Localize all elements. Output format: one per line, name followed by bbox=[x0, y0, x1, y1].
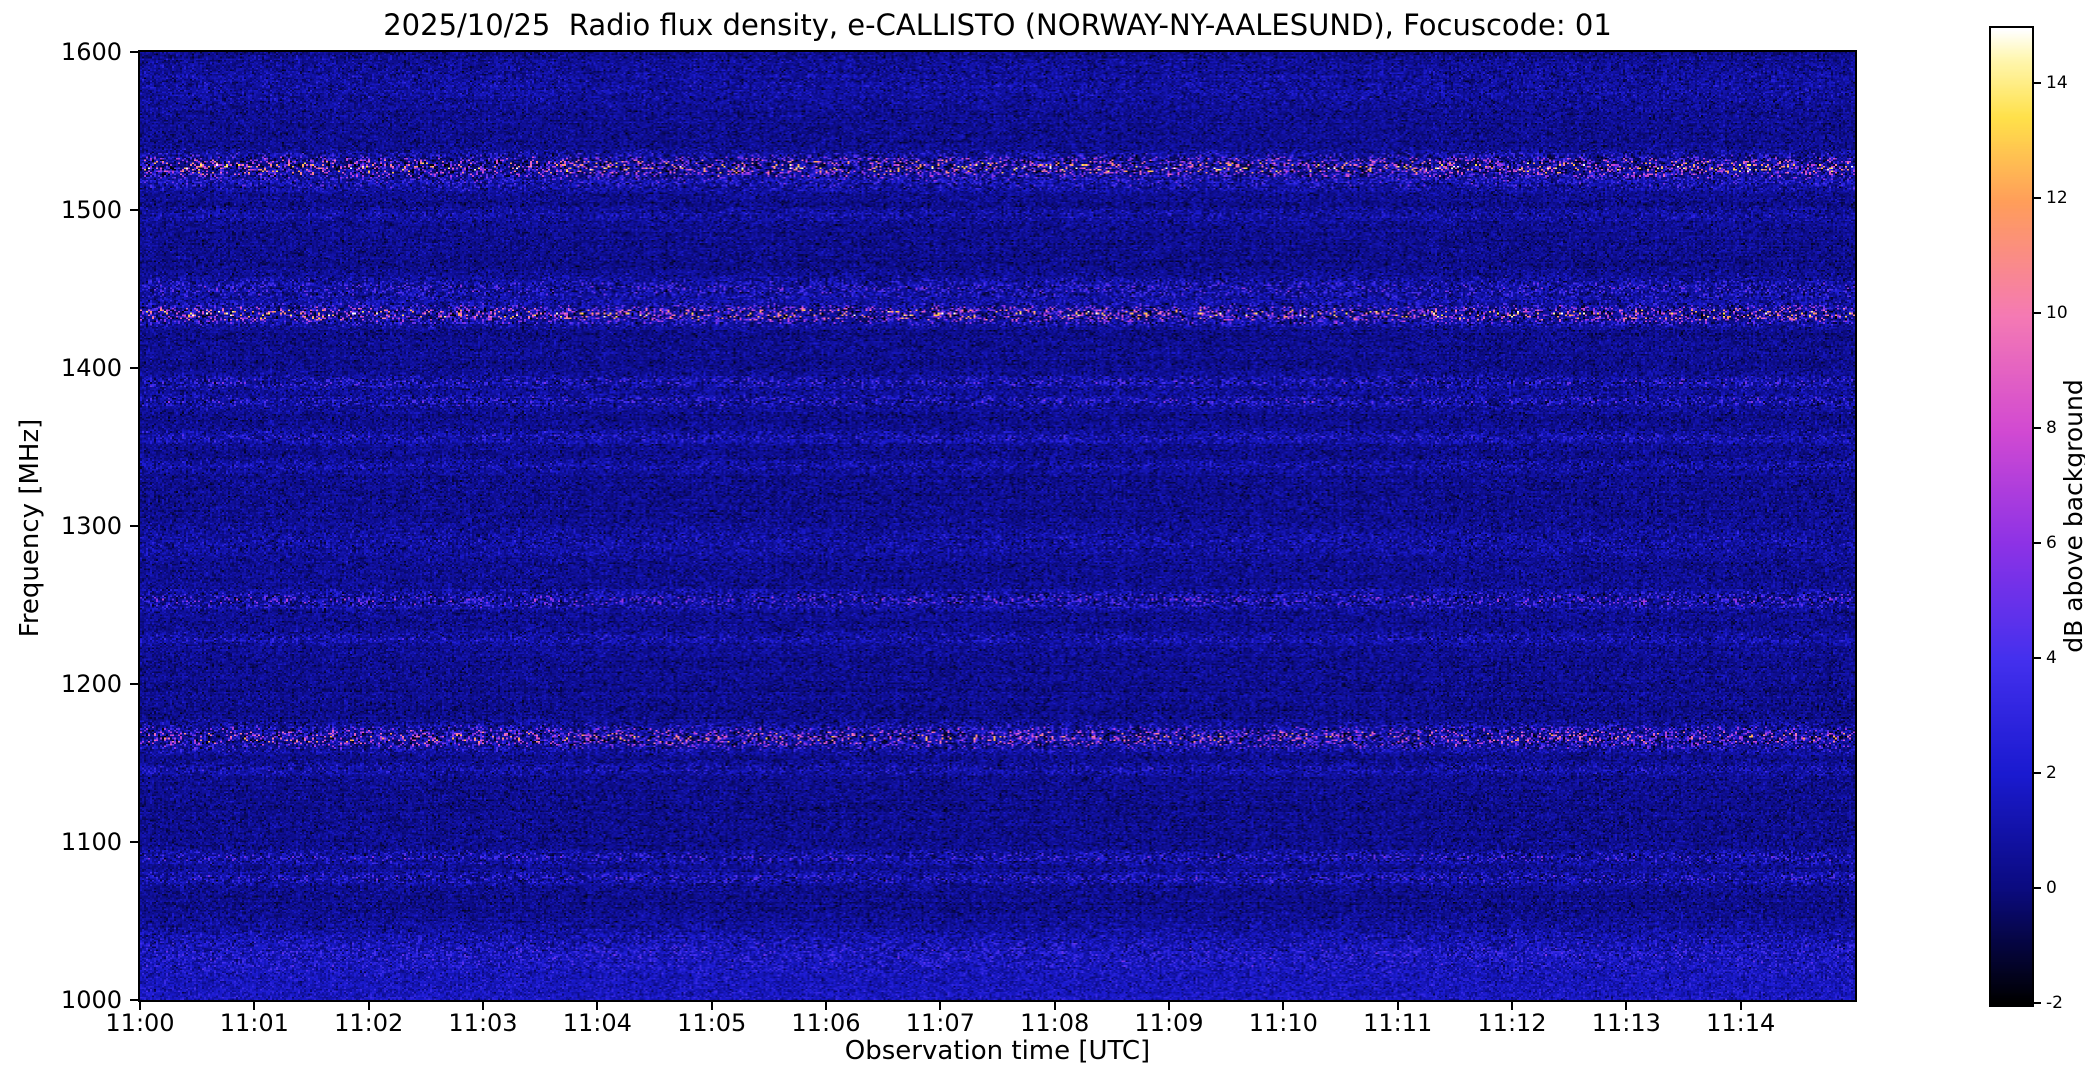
x-tick-label: 11:05 bbox=[677, 1009, 747, 1037]
x-tick-mark bbox=[825, 1001, 827, 1010]
x-tick-label: 11:01 bbox=[219, 1009, 289, 1037]
x-tick-label: 11:12 bbox=[1477, 1009, 1547, 1037]
y-tick-label: 1400 bbox=[60, 354, 122, 382]
x-axis-label: Observation time [UTC] bbox=[844, 1036, 1151, 1066]
x-tick-label: 11:08 bbox=[1020, 1009, 1090, 1037]
colorbar-tick-mark bbox=[2034, 82, 2041, 85]
x-tick-mark bbox=[710, 1001, 713, 1010]
colorbar-tick-label: 4 bbox=[2046, 648, 2057, 669]
colorbar-tick-mark bbox=[2034, 657, 2041, 660]
colorbar-tick-label: 2 bbox=[2046, 763, 2057, 784]
colorbar-tick-label: 0 bbox=[2046, 878, 2057, 899]
y-tick-mark bbox=[130, 999, 139, 1001]
colorbar-tick-mark bbox=[2034, 427, 2041, 430]
colorbar-tick-mark bbox=[2034, 197, 2041, 200]
colorbar-tick-label: 6 bbox=[2046, 533, 2057, 554]
x-tick-mark bbox=[1282, 1001, 1285, 1010]
x-tick-label: 11:09 bbox=[1134, 1009, 1204, 1037]
x-tick-mark bbox=[939, 1001, 942, 1010]
y-tick-mark bbox=[130, 841, 139, 843]
x-tick-mark bbox=[1168, 1001, 1170, 1010]
x-tick-label: 11:02 bbox=[334, 1009, 404, 1037]
colorbar-tick-label: 8 bbox=[2046, 418, 2057, 439]
x-tick-label: 11:11 bbox=[1363, 1009, 1433, 1037]
y-tick-label: 1500 bbox=[60, 196, 122, 224]
colorbar-tick-label: 14 bbox=[2046, 73, 2068, 94]
x-tick-mark bbox=[367, 1001, 370, 1010]
x-tick-mark bbox=[596, 1001, 599, 1010]
x-tick-mark bbox=[1739, 1001, 1742, 1010]
x-tick-label: 11:04 bbox=[562, 1009, 632, 1037]
x-tick-mark bbox=[1625, 1001, 1628, 1010]
y-tick-mark bbox=[130, 525, 139, 527]
x-tick-label: 11:00 bbox=[105, 1009, 175, 1037]
colorbar-tick-mark bbox=[2034, 887, 2041, 890]
x-tick-label: 11:07 bbox=[905, 1009, 975, 1037]
y-tick-mark bbox=[130, 683, 139, 685]
x-tick-label: 11:10 bbox=[1248, 1009, 1318, 1037]
chart-title: 2025/10/25 Radio flux density, e-CALLIST… bbox=[383, 8, 1612, 42]
y-tick-mark bbox=[130, 209, 139, 211]
colorbar-tick-mark bbox=[2034, 312, 2041, 315]
x-tick-mark bbox=[1053, 1001, 1056, 1010]
y-tick-mark bbox=[130, 367, 139, 369]
colorbar-gradient bbox=[1991, 28, 2032, 1005]
x-tick-label: 11:06 bbox=[791, 1009, 861, 1037]
y-tick-mark bbox=[130, 51, 139, 53]
colorbar-tick-mark bbox=[2034, 1002, 2041, 1004]
x-tick-label: 11:14 bbox=[1706, 1009, 1776, 1037]
colorbar-tick-label: 10 bbox=[2046, 303, 2068, 324]
y-tick-label: 1100 bbox=[60, 828, 122, 856]
x-tick-mark bbox=[1511, 1001, 1513, 1010]
colorbar-label: dB above background bbox=[2059, 379, 2085, 653]
plot-frame bbox=[138, 50, 1857, 1002]
y-tick-label: 1300 bbox=[60, 512, 122, 540]
x-tick-label: 11:13 bbox=[1591, 1009, 1661, 1037]
colorbar-tick-mark bbox=[2034, 542, 2041, 545]
x-tick-mark bbox=[482, 1001, 484, 1010]
colorbar-tick-mark bbox=[2034, 772, 2041, 775]
colorbar-tick-label: -2 bbox=[2046, 993, 2063, 1013]
y-tick-label: 1600 bbox=[60, 38, 122, 66]
colorbar-frame bbox=[1989, 26, 2034, 1007]
y-tick-label: 1000 bbox=[60, 986, 122, 1014]
spectrogram-heatmap bbox=[140, 52, 1855, 1000]
y-tick-label: 1200 bbox=[60, 670, 122, 698]
x-tick-label: 11:03 bbox=[448, 1009, 518, 1037]
x-tick-mark bbox=[253, 1001, 256, 1010]
x-tick-mark bbox=[1396, 1001, 1399, 1010]
colorbar-tick-label: 12 bbox=[2046, 188, 2068, 209]
x-tick-mark bbox=[139, 1001, 141, 1010]
